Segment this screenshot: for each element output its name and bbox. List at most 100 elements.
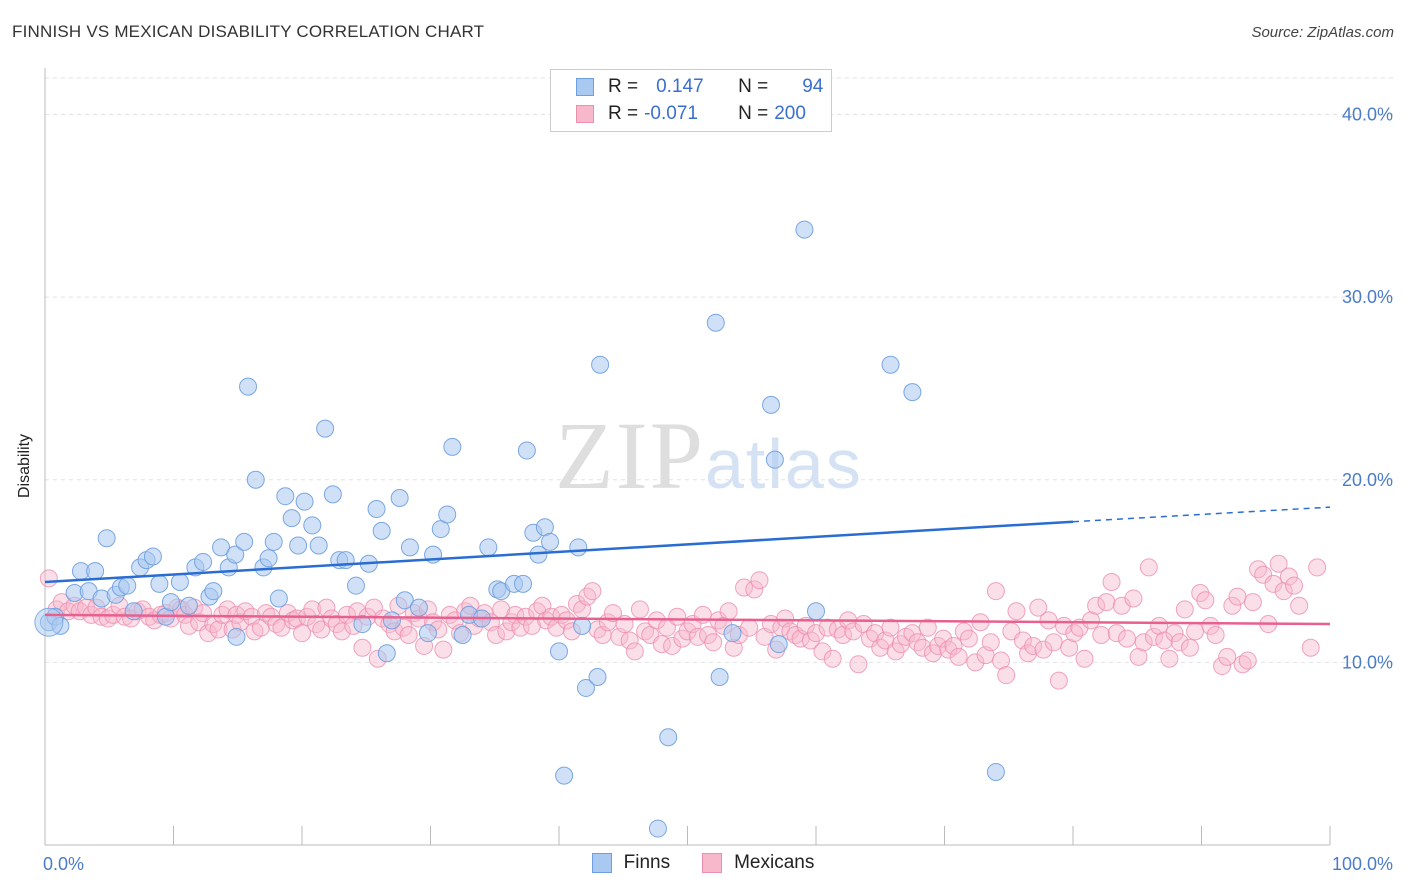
mexicans-point bbox=[1129, 647, 1148, 666]
mexicans-point bbox=[849, 655, 868, 674]
mexicans-point bbox=[1228, 587, 1247, 606]
finns-legend-swatch bbox=[591, 853, 612, 873]
axes bbox=[44, 68, 1331, 846]
finns-point bbox=[400, 538, 419, 557]
mexicans-point bbox=[1065, 624, 1084, 643]
mexicans-point bbox=[1290, 596, 1309, 615]
watermark-zip: ZIP bbox=[555, 402, 705, 509]
stats-legend: R = 0.147 N = 94 R = -0.071 N = 200 bbox=[550, 69, 832, 132]
mexicans-point bbox=[1081, 611, 1100, 630]
finns-point bbox=[97, 529, 116, 548]
finns-point bbox=[226, 545, 245, 564]
mexicans-point bbox=[1264, 574, 1283, 593]
finns-trend-extension bbox=[1072, 506, 1331, 523]
watermark-atlas: atlas bbox=[705, 425, 863, 503]
mexicans-point bbox=[668, 607, 687, 626]
finns-point bbox=[194, 552, 213, 571]
finns-r-label: R = bbox=[608, 76, 639, 97]
mexicans-point bbox=[1254, 565, 1273, 584]
mexicans-point bbox=[939, 640, 958, 659]
finns-point bbox=[795, 220, 814, 239]
mexicans-point bbox=[92, 607, 111, 626]
mexicans-point bbox=[578, 587, 597, 606]
mexicans-point bbox=[39, 569, 58, 588]
mexicans-point bbox=[194, 604, 213, 623]
mexicans-point bbox=[1301, 638, 1320, 657]
legend-item-finns: Finns bbox=[591, 852, 670, 874]
mexicans-point bbox=[719, 602, 738, 621]
mexicans-point bbox=[1249, 560, 1268, 579]
series-legend: Finns Mexicans bbox=[0, 852, 1406, 874]
mexicans-point bbox=[833, 625, 852, 644]
finns-point bbox=[264, 532, 283, 551]
mexicans-n-label: N = bbox=[738, 103, 769, 124]
finns-point bbox=[438, 505, 457, 524]
mexicans-point bbox=[636, 622, 655, 641]
mexicans-point bbox=[620, 631, 639, 650]
watermark: ZIPatlas bbox=[555, 400, 863, 511]
mexicans-point bbox=[1218, 647, 1237, 666]
mexicans-r-value: -0.071 bbox=[644, 103, 698, 124]
mexicans-point bbox=[1107, 624, 1126, 643]
y-tick-label: 10.0% bbox=[1342, 652, 1393, 672]
mexicans-point bbox=[881, 618, 900, 637]
finns-point bbox=[336, 551, 355, 570]
finns-point bbox=[807, 602, 825, 621]
finns-point bbox=[409, 598, 428, 617]
finns-point bbox=[706, 313, 725, 332]
finns-point bbox=[86, 562, 105, 581]
finns-point bbox=[282, 509, 301, 528]
mexicans-point bbox=[934, 629, 953, 648]
finns-point bbox=[479, 538, 498, 557]
finns-point bbox=[170, 573, 189, 592]
finns-point bbox=[309, 536, 328, 555]
trend-lines bbox=[44, 506, 1331, 626]
finns-point bbox=[453, 625, 472, 644]
y-tick-label: 40.0% bbox=[1342, 105, 1393, 125]
finns-point bbox=[659, 728, 678, 747]
finns-point bbox=[227, 627, 246, 646]
mexicans-point bbox=[1097, 593, 1116, 612]
finns-point bbox=[382, 611, 401, 630]
mexicans-point bbox=[567, 594, 586, 613]
mexicans-point bbox=[440, 605, 459, 624]
grid-lines bbox=[45, 77, 1395, 663]
mexicans-point bbox=[1279, 567, 1298, 586]
mexicans-point bbox=[1102, 573, 1121, 592]
finns-point bbox=[259, 549, 278, 568]
mexicans-point bbox=[860, 629, 879, 648]
mexicans-point bbox=[434, 640, 453, 659]
finns-point bbox=[881, 355, 900, 374]
mexicans-legend-label: Mexicans bbox=[734, 852, 815, 873]
mexicans-point bbox=[1274, 582, 1293, 601]
finns-point bbox=[555, 766, 574, 785]
mexicans-point bbox=[1238, 651, 1257, 670]
mexicans-point bbox=[516, 607, 535, 626]
finns-point bbox=[588, 667, 607, 686]
finns-point bbox=[179, 596, 198, 615]
mexicans-point bbox=[1029, 598, 1048, 617]
mexicans-point bbox=[966, 653, 985, 672]
finns-point bbox=[118, 576, 137, 595]
finns-point bbox=[289, 536, 308, 555]
mexicans-point bbox=[745, 580, 764, 599]
mexicans-r-label: R = bbox=[608, 103, 639, 124]
mexicans-point bbox=[1233, 655, 1252, 674]
x-tick-label: 0.0% bbox=[43, 854, 84, 874]
finns-point bbox=[765, 450, 784, 469]
mexicans-point bbox=[209, 620, 228, 639]
mexicans-point bbox=[1269, 554, 1288, 573]
mexicans-point bbox=[908, 633, 927, 652]
mexicans-point bbox=[1201, 616, 1220, 635]
finns-point bbox=[204, 582, 223, 601]
mexicans-point bbox=[1206, 625, 1225, 644]
mexicans-point bbox=[740, 618, 759, 637]
finns-point bbox=[710, 667, 729, 686]
finns-point bbox=[303, 516, 322, 535]
finns-point bbox=[550, 642, 568, 661]
mexicans-point bbox=[844, 622, 863, 641]
mexicans-point bbox=[1092, 625, 1111, 644]
mexicans-point bbox=[959, 629, 978, 648]
mexicans-point bbox=[1144, 627, 1163, 646]
